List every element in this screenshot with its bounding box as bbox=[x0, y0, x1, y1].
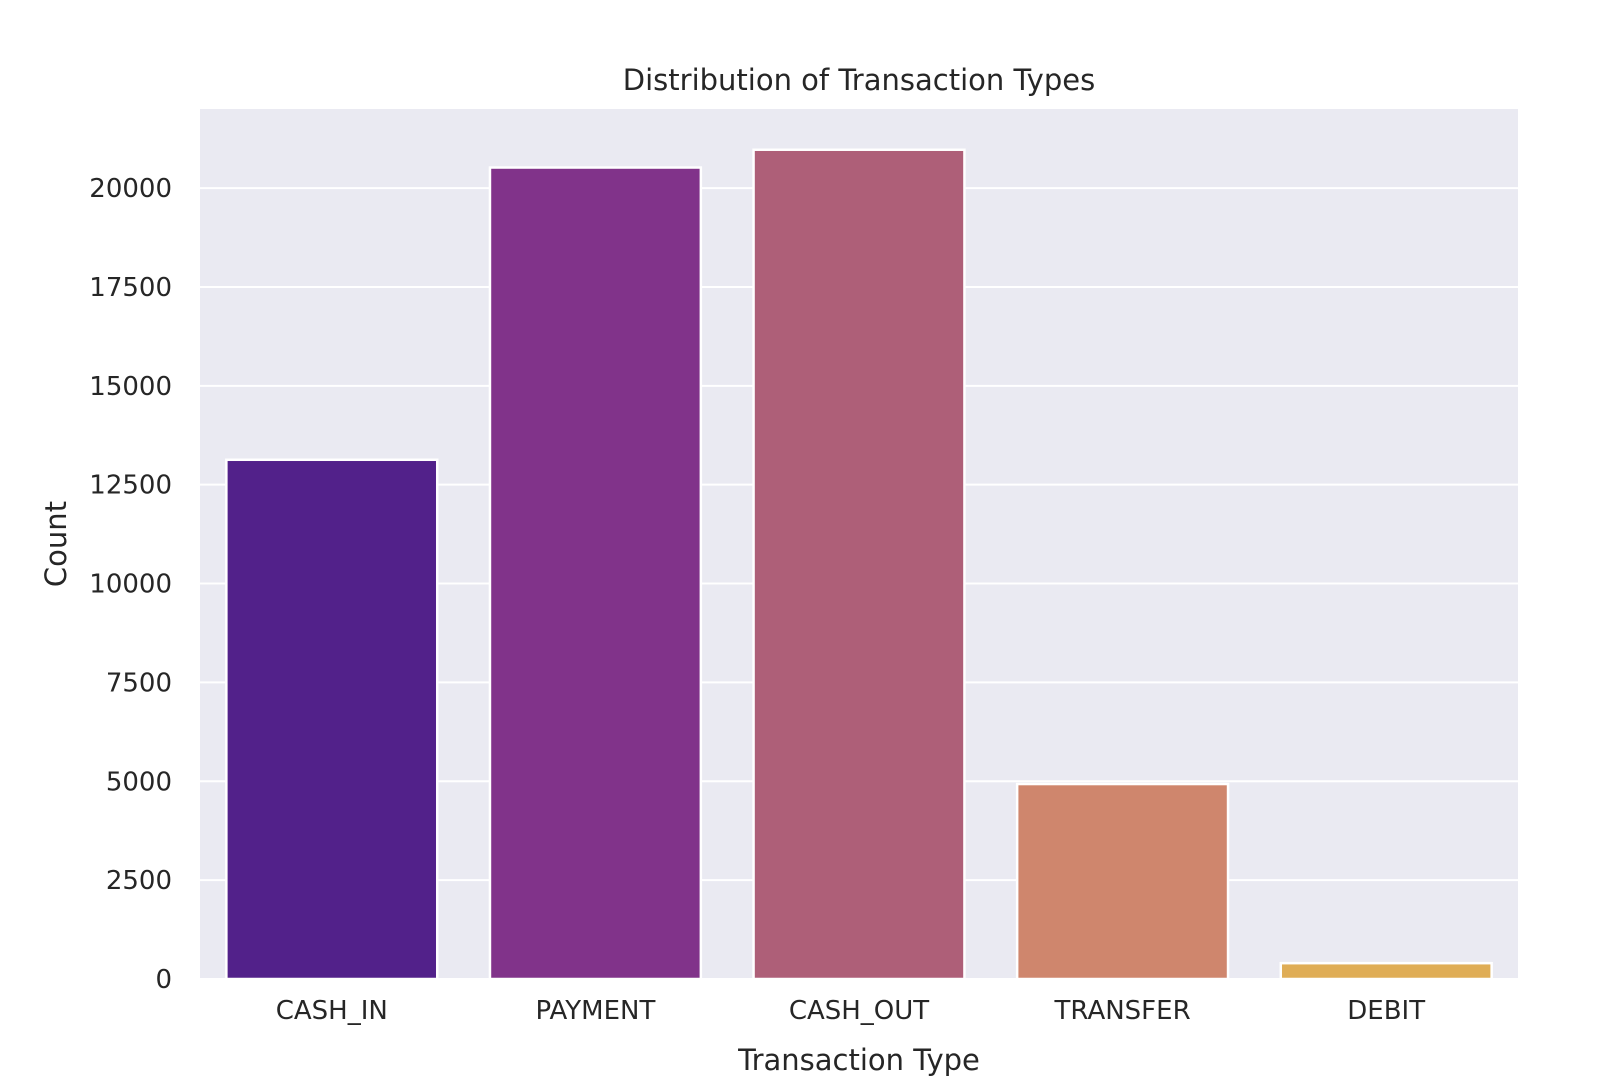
y-axis-ticks: 0 2500 5000 7500 10000 12500 15000 17500 20000 bbox=[89, 174, 172, 995]
x-tick-label: CASH_OUT bbox=[789, 996, 929, 1026]
bar-cash-in bbox=[225, 458, 439, 981]
x-tick-label: TRANSFER bbox=[1054, 996, 1191, 1026]
y-tick-label: 15000 bbox=[89, 372, 172, 402]
bar-debit bbox=[1279, 961, 1493, 981]
y-tick-label: 10000 bbox=[89, 570, 172, 600]
y-axis-title: Count bbox=[39, 501, 73, 587]
y-tick-label: 5000 bbox=[106, 767, 172, 797]
y-tick-label: 7500 bbox=[106, 668, 172, 698]
chart-title: Distribution of Transaction Types bbox=[623, 63, 1095, 97]
y-tick-label: 20000 bbox=[89, 174, 172, 204]
x-axis-ticks: CASH_IN PAYMENT CASH_OUT TRANSFER DEBIT bbox=[276, 996, 1425, 1026]
x-tick-label: DEBIT bbox=[1347, 996, 1425, 1026]
bar-cash-out bbox=[752, 148, 966, 981]
y-tick-label: 12500 bbox=[89, 471, 172, 501]
y-tick-label: 17500 bbox=[89, 273, 172, 303]
bars bbox=[225, 148, 1493, 981]
bar-payment bbox=[488, 166, 703, 981]
x-axis-title: Transaction Type bbox=[737, 1043, 980, 1077]
x-tick-label: CASH_IN bbox=[276, 996, 388, 1026]
bar-transfer bbox=[1015, 782, 1230, 981]
y-tick-label: 2500 bbox=[106, 866, 172, 896]
x-tick-label: PAYMENT bbox=[535, 996, 655, 1026]
y-tick-label: 0 bbox=[155, 965, 172, 995]
